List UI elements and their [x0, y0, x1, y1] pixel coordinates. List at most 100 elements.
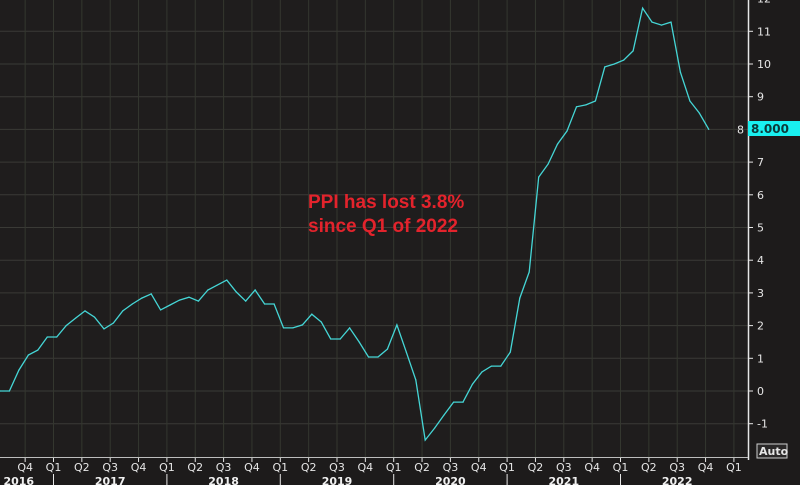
data-point: [273, 303, 275, 305]
data-point: [188, 296, 190, 298]
data-point: [500, 365, 502, 367]
y-tick-label: 3: [757, 287, 764, 300]
data-point: [18, 369, 20, 371]
data-point: [471, 383, 474, 385]
grid: [0, 0, 748, 457]
quarter-label: Q3: [669, 461, 685, 474]
data-point: [386, 348, 389, 350]
data-point: [367, 356, 370, 358]
y-axis: -10123456789101112: [737, 0, 771, 460]
data-point: [8, 390, 11, 392]
data-point: [547, 163, 549, 165]
data-point: [443, 414, 445, 416]
quarter-label: Q4: [584, 461, 600, 474]
data-point: [311, 313, 313, 315]
data-point: [84, 310, 86, 312]
data-point: [519, 297, 521, 299]
data-point: [37, 349, 39, 351]
data-point: [481, 371, 483, 373]
data-point: [245, 300, 247, 302]
quarter-label: Q4: [471, 461, 487, 474]
data-point: [509, 351, 511, 353]
year-label: 2019: [322, 475, 353, 485]
quarter-label: Q1: [726, 461, 742, 474]
data-point: [358, 341, 360, 343]
quarter-label: Q2: [301, 461, 317, 474]
y-tick-label: 6: [757, 189, 764, 202]
data-point: [282, 327, 285, 329]
y-tick-label: 8: [737, 123, 744, 136]
plot-background: [0, 0, 748, 457]
quarter-label: Q3: [329, 461, 345, 474]
quarter-label: Q4: [698, 461, 714, 474]
year-label: 2020: [435, 475, 466, 485]
data-point: [566, 130, 568, 132]
data-point: [207, 289, 209, 291]
year-label: 2016: [3, 475, 34, 485]
quarter-label: Q4: [17, 461, 33, 474]
data-point: [689, 100, 691, 102]
data-point: [292, 327, 294, 329]
data-point: [0, 390, 1, 392]
data-point: [632, 50, 634, 52]
data-point: [27, 354, 29, 356]
data-point: [698, 112, 700, 114]
data-point: [93, 316, 96, 318]
data-point: [65, 325, 67, 327]
data-point: [226, 279, 228, 281]
data-point: [339, 338, 341, 340]
data-point: [585, 104, 587, 106]
annotation-line-1: PPI has lost 3.8%: [308, 192, 464, 213]
data-point: [330, 338, 332, 340]
y-tick-label: 1: [757, 352, 764, 365]
data-point: [56, 336, 58, 338]
y-tick-label: 0: [757, 385, 764, 398]
quarter-label: Q4: [131, 461, 147, 474]
data-point: [235, 291, 237, 293]
data-point: [642, 7, 644, 9]
y-tick-label: 12: [757, 0, 771, 6]
year-label: 2021: [548, 475, 579, 485]
quarter-label: Q4: [244, 461, 260, 474]
quarter-label: Q3: [102, 461, 118, 474]
data-point: [594, 100, 596, 102]
last-value-badge: 8.000: [748, 121, 800, 136]
data-point: [679, 71, 682, 73]
data-point: [320, 321, 322, 323]
data-point: [46, 336, 48, 338]
x-axis: 3Q4Q1Q2Q3Q4Q1Q2Q3Q4Q1Q2Q3Q4Q1Q2Q3Q4Q1Q2Q…: [0, 457, 748, 485]
quarter-label: Q1: [386, 461, 402, 474]
data-point: [670, 21, 672, 23]
y-tick-label: 9: [757, 91, 764, 104]
quarter-label: Q1: [46, 461, 62, 474]
data-point: [604, 66, 606, 68]
data-point: [150, 293, 152, 295]
auto-button-label: Auto: [759, 445, 789, 458]
data-point: [556, 143, 559, 145]
data-point: [528, 271, 530, 273]
data-point: [349, 327, 351, 329]
data-point: [197, 300, 200, 302]
quarter-label: Q3: [443, 461, 459, 474]
data-point: [169, 304, 171, 306]
year-label: 2017: [95, 475, 126, 485]
quarter-label: Q2: [641, 461, 657, 474]
quarter-label: Q4: [358, 461, 374, 474]
data-point: [131, 303, 133, 305]
auto-button[interactable]: Auto: [756, 443, 789, 459]
quarter-label: Q2: [414, 461, 430, 474]
data-point: [396, 324, 398, 326]
data-point: [264, 303, 266, 305]
y-tick-label: 11: [757, 25, 771, 38]
data-point: [490, 365, 492, 367]
data-point: [575, 106, 578, 108]
data-point: [453, 401, 455, 403]
annotation-line-2: since Q1 of 2022: [308, 216, 458, 237]
data-point: [613, 63, 615, 65]
quarter-label: Q3: [216, 461, 232, 474]
data-point: [112, 322, 114, 324]
data-point: [660, 24, 663, 26]
quarter-label: Q1: [613, 461, 629, 474]
data-point: [122, 310, 124, 312]
